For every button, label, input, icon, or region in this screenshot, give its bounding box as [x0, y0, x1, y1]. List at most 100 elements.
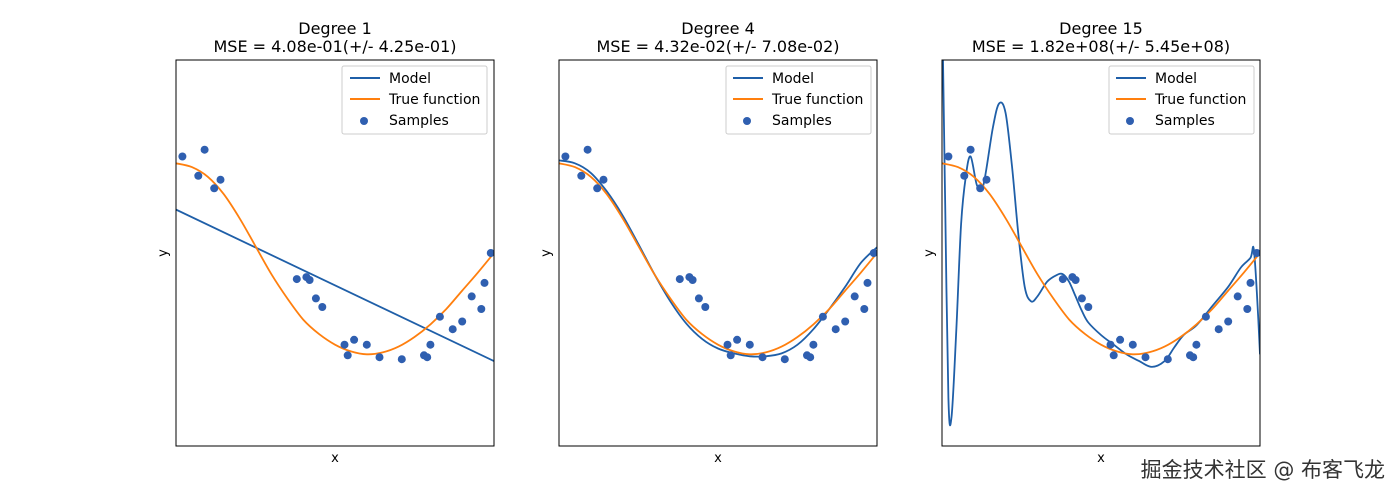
legend-box — [725, 65, 872, 135]
sample-point — [448, 325, 457, 334]
sample-point — [423, 353, 432, 362]
sample-point — [458, 317, 467, 326]
legend-samples-label: Samples — [1155, 113, 1215, 129]
sample-point — [1246, 278, 1255, 287]
sample-point — [486, 249, 494, 257]
sample-point — [701, 303, 710, 311]
sample-point — [318, 303, 327, 311]
sample-point — [305, 276, 314, 284]
sample-point — [200, 145, 209, 154]
legend-samples-marker — [1126, 117, 1134, 125]
sample-point — [675, 275, 684, 284]
sample-point — [1141, 353, 1150, 362]
axes-frame — [175, 59, 495, 447]
subplot-degree-15: Degree 15 MSE = 1.82e+08(+/- 5.45e+08) x… — [922, 19, 1261, 466]
sample-point — [860, 305, 869, 313]
sample-point — [350, 335, 359, 344]
sample-point — [477, 305, 486, 313]
sample-point — [593, 184, 602, 193]
sample-point — [1189, 353, 1198, 362]
sample-point — [745, 340, 754, 349]
sample-point — [1243, 305, 1252, 313]
sample-point — [1214, 325, 1223, 334]
subplot-subtitle: MSE = 1.82e+08(+/- 5.45e+08) — [972, 37, 1230, 56]
sample-point — [1233, 292, 1242, 301]
sample-point — [806, 353, 815, 362]
legend-samples-label: Samples — [772, 113, 832, 129]
legend: Model True function Samples — [1108, 65, 1255, 135]
sample-point — [966, 145, 975, 154]
subplot-title: Degree 4 — [681, 19, 755, 38]
sample-point — [850, 292, 859, 301]
sample-point — [863, 278, 872, 287]
sample-point — [1058, 275, 1067, 284]
sample-point — [944, 152, 953, 161]
legend-model-label: Model — [389, 71, 431, 87]
sample-point — [292, 275, 301, 284]
y-axis-label: y — [922, 249, 937, 257]
sample-point — [869, 249, 877, 257]
x-axis-label: x — [714, 451, 722, 466]
sample-point — [426, 340, 435, 349]
legend: Model True function Samples — [725, 65, 872, 135]
legend-box — [1108, 65, 1255, 135]
sample-point — [178, 152, 187, 161]
model-line — [176, 208, 494, 362]
sample-point — [723, 340, 732, 349]
sample-point — [1163, 355, 1172, 364]
subplot-subtitle: MSE = 4.32e-02(+/- 7.08e-02) — [597, 37, 840, 56]
sample-point — [561, 152, 570, 161]
legend-samples-marker — [743, 117, 751, 125]
sample-point — [758, 353, 767, 362]
sample-point — [599, 175, 608, 184]
sample-point — [1252, 249, 1260, 257]
sample-point — [577, 171, 586, 180]
sample-point — [976, 184, 985, 193]
subplot-subtitle: MSE = 4.08e-01(+/- 4.25e-01) — [214, 37, 457, 56]
sample-point — [733, 335, 742, 344]
legend-true-function-label: True function — [388, 92, 480, 108]
axes-frame — [941, 59, 1261, 447]
sample-point — [780, 355, 789, 364]
sample-point — [1077, 294, 1086, 303]
sample-point — [1192, 340, 1201, 349]
sample-point — [809, 340, 818, 349]
sample-point — [343, 351, 352, 360]
sample-point — [960, 171, 969, 180]
sample-point — [467, 292, 476, 301]
sample-point — [583, 145, 592, 154]
sample-point — [1128, 340, 1137, 349]
sample-point — [1224, 317, 1233, 326]
legend-samples-marker — [360, 117, 368, 125]
subplot-degree-4: Degree 4 MSE = 4.32e-02(+/- 7.08e-02) x … — [539, 19, 878, 466]
legend: Model True function Samples — [341, 65, 488, 135]
sample-point — [397, 355, 406, 364]
legend-samples-label: Samples — [389, 113, 449, 129]
legend-box — [341, 65, 488, 135]
y-axis-label: y — [156, 249, 171, 257]
x-axis-label: x — [331, 451, 339, 466]
watermark: 掘金技术社区 @ 布客飞龙 — [1141, 458, 1385, 482]
sample-point — [1106, 340, 1115, 349]
sample-point — [1109, 351, 1118, 360]
sample-point — [1201, 312, 1210, 321]
sample-point — [1116, 335, 1125, 344]
y-axis-label: y — [539, 249, 554, 257]
sample-point — [831, 325, 840, 334]
sample-point — [362, 340, 371, 349]
legend-model-label: Model — [772, 71, 814, 87]
subplot-title: Degree 1 — [298, 19, 372, 38]
sample-point — [435, 312, 444, 321]
legend-true-function-label: True function — [1154, 92, 1246, 108]
sample-point — [375, 353, 384, 362]
sample-point — [216, 175, 225, 184]
sample-point — [982, 175, 991, 184]
sample-point — [841, 317, 850, 326]
sample-point — [311, 294, 320, 303]
subplot-degree-1: Degree 1 MSE = 4.08e-01(+/- 4.25e-01) x … — [156, 19, 495, 466]
sample-point — [1084, 303, 1093, 311]
sample-point — [210, 184, 219, 193]
axes-frame — [558, 59, 878, 447]
legend-true-function-label: True function — [771, 92, 863, 108]
